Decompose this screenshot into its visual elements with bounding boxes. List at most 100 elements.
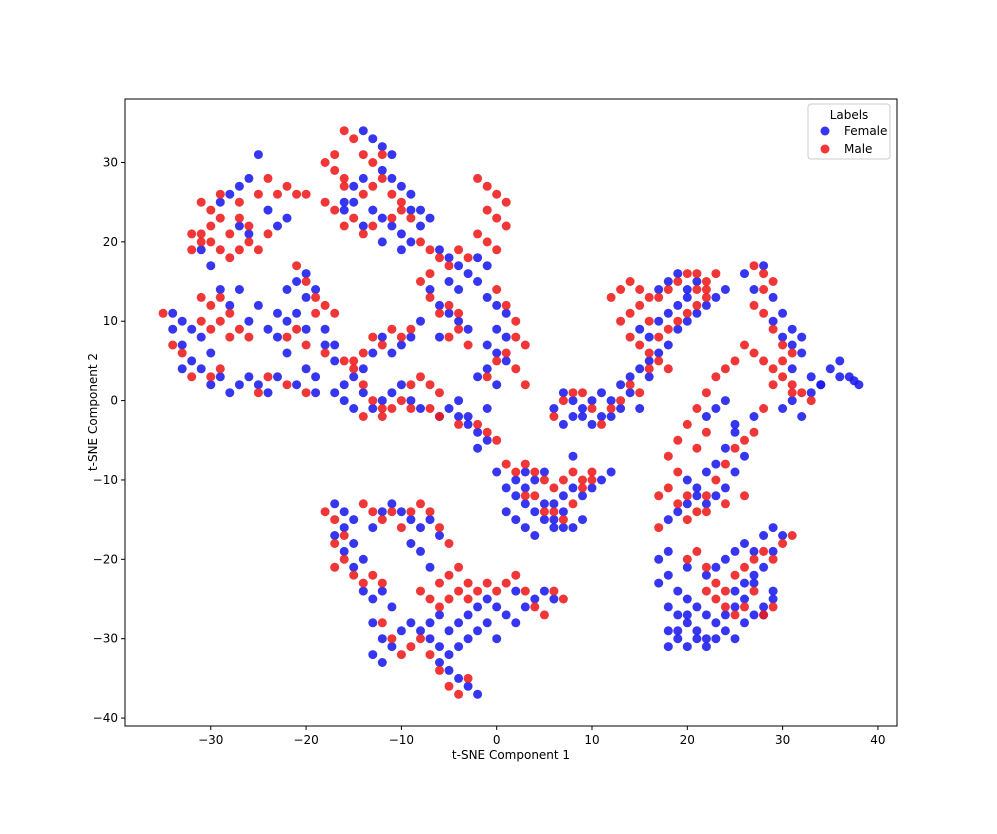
point-female-214 — [787, 340, 797, 350]
point-female-77 — [396, 245, 406, 255]
point-female-343 — [482, 594, 492, 604]
point-male-271 — [330, 539, 340, 548]
point-male-261 — [740, 602, 749, 612]
legend-title: Labels — [830, 108, 869, 122]
point-female-54 — [368, 404, 378, 413]
point-female-104 — [492, 380, 502, 390]
point-male-140 — [482, 427, 492, 437]
point-female-27 — [301, 324, 311, 334]
point-male-127 — [358, 348, 368, 358]
point-female-271 — [663, 546, 673, 556]
point-female-59 — [416, 404, 425, 413]
point-male-107 — [416, 277, 425, 286]
point-female-318 — [425, 562, 435, 572]
point-female-26 — [273, 332, 282, 342]
point-male-16 — [244, 237, 254, 247]
point-male-245 — [740, 491, 749, 501]
point-male-171 — [644, 348, 654, 358]
point-female-189 — [635, 324, 645, 334]
point-female-140 — [539, 515, 549, 525]
point-female-272 — [682, 562, 692, 572]
point-male-314 — [435, 602, 444, 612]
point-male-122 — [406, 324, 416, 334]
point-male-225 — [682, 419, 692, 429]
point-male-58 — [358, 380, 368, 390]
point-female-284 — [749, 570, 759, 580]
point-male-59 — [368, 396, 378, 406]
point-female-73 — [396, 229, 406, 239]
point-female-183 — [635, 364, 645, 374]
point-male-203 — [759, 285, 769, 294]
point-female-55 — [377, 396, 387, 406]
point-female-132 — [482, 404, 492, 413]
point-female-16 — [253, 300, 263, 310]
point-female-167 — [578, 404, 587, 413]
point-female-178 — [606, 412, 616, 421]
point-female-250 — [654, 578, 664, 588]
point-male-25 — [234, 213, 244, 223]
point-female-266 — [682, 642, 692, 652]
point-male-154 — [539, 507, 549, 517]
point-male-98 — [501, 221, 511, 231]
legend-marker-female — [820, 126, 830, 136]
point-female-172 — [578, 412, 587, 421]
point-male-229 — [663, 483, 673, 493]
plot-frame — [124, 98, 898, 727]
point-female-301 — [339, 507, 349, 517]
point-female-161 — [539, 499, 549, 509]
point-female-227 — [816, 380, 826, 390]
point-male-14 — [225, 253, 235, 263]
point-female-177 — [568, 412, 578, 421]
point-male-212 — [759, 356, 769, 366]
x-tick-label: 40 — [870, 733, 885, 747]
point-female-338 — [463, 681, 473, 691]
point-female-175 — [549, 404, 559, 413]
point-male-160 — [549, 412, 559, 421]
point-female-1 — [244, 173, 254, 183]
point-male-194 — [663, 324, 673, 334]
point-male-316 — [454, 586, 464, 596]
point-male-163 — [578, 388, 587, 398]
point-male-108 — [425, 292, 435, 302]
point-female-75 — [416, 221, 425, 231]
point-male-227 — [663, 451, 673, 461]
point-male-132 — [358, 412, 368, 421]
point-male-284 — [416, 499, 425, 509]
point-male-248 — [682, 554, 692, 564]
point-female-269 — [711, 634, 721, 644]
point-male-130 — [454, 324, 464, 334]
point-male-232 — [692, 507, 702, 517]
point-female-233 — [730, 427, 740, 437]
point-male-23 — [187, 245, 197, 255]
point-male-126 — [368, 332, 378, 342]
point-female-251 — [663, 570, 673, 580]
point-male-209 — [778, 356, 788, 366]
point-female-276 — [730, 546, 740, 556]
point-female-245 — [692, 491, 702, 501]
point-female-151 — [606, 467, 616, 477]
point-male-315 — [444, 594, 454, 604]
point-female-106 — [435, 300, 444, 310]
point-male-188 — [692, 269, 702, 279]
point-male-115 — [511, 332, 521, 342]
point-male-92 — [473, 173, 483, 183]
x-tick-label: 30 — [775, 733, 790, 747]
point-male-206 — [768, 324, 778, 334]
point-male-33 — [206, 324, 216, 334]
point-female-109 — [463, 324, 473, 334]
point-female-340 — [454, 618, 464, 628]
point-female-95 — [492, 300, 502, 310]
point-male-114 — [511, 316, 521, 326]
point-female-165 — [558, 388, 568, 398]
point-female-239 — [673, 507, 683, 517]
point-male-60 — [377, 404, 387, 413]
point-male-136 — [425, 404, 435, 413]
point-female-25 — [282, 316, 292, 326]
point-male-210 — [740, 340, 749, 350]
point-female-197 — [701, 300, 711, 310]
point-female-287 — [768, 594, 778, 604]
point-female-220 — [835, 356, 845, 366]
point-male-93 — [482, 181, 492, 191]
point-male-94 — [492, 189, 502, 199]
point-male-270 — [339, 531, 349, 540]
